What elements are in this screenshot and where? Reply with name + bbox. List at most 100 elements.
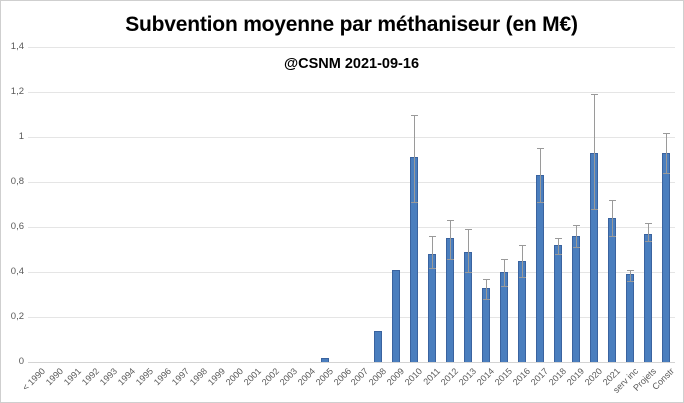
gridline xyxy=(28,47,675,48)
error-bar-cap xyxy=(518,245,526,246)
x-tick-label: 1997 xyxy=(169,366,191,388)
y-tick-label: 1 xyxy=(18,131,24,142)
error-bar-cap xyxy=(626,269,634,271)
error-bar-cap xyxy=(464,272,472,273)
x-tick-label: 2006 xyxy=(331,366,353,388)
x-tick-label: 2008 xyxy=(367,366,389,388)
bar xyxy=(608,218,617,362)
error-bar-cap xyxy=(410,202,418,204)
error-bar xyxy=(539,148,541,203)
gridline xyxy=(28,272,675,273)
error-bar xyxy=(521,245,523,277)
x-tick-label: 1995 xyxy=(133,366,155,388)
chart-title: Subvention moyenne par méthaniseur (en M… xyxy=(125,13,578,36)
x-tick-label: 2013 xyxy=(457,366,479,388)
error-bar-cap xyxy=(446,220,454,222)
error-bar-cap xyxy=(572,224,580,226)
error-bar-cap xyxy=(536,202,544,204)
gridline xyxy=(28,182,675,183)
x-tick-label: 2007 xyxy=(349,366,371,388)
error-bar-cap xyxy=(554,238,562,240)
error-bar xyxy=(503,258,505,286)
bar xyxy=(662,152,670,362)
error-bar-cap xyxy=(590,94,598,96)
y-tick-label: 1,4 xyxy=(10,41,24,52)
x-axis-line xyxy=(28,362,675,363)
error-bar-cap xyxy=(446,258,454,260)
bar xyxy=(320,357,329,362)
error-bar xyxy=(647,222,649,241)
error-bar-cap xyxy=(644,222,652,224)
bar xyxy=(374,330,383,362)
x-tick-label: 2020 xyxy=(582,366,605,388)
error-bar-cap xyxy=(590,209,598,210)
error-bar-cap xyxy=(572,247,580,249)
error-bar xyxy=(611,200,613,236)
y-tick-label: 0 xyxy=(18,356,24,367)
gridline xyxy=(28,317,675,318)
error-bar-cap xyxy=(662,132,670,134)
x-tick-label: 2017 xyxy=(529,366,551,388)
x-tick-label: 1990 xyxy=(43,366,66,388)
error-bar-cap xyxy=(626,281,634,282)
x-tick-label: 2014 xyxy=(475,366,497,388)
x-tick-label: 2018 xyxy=(547,366,569,388)
error-bar-cap xyxy=(500,258,508,260)
x-tick-label: 2005 xyxy=(313,366,335,388)
x-tick-label: 1994 xyxy=(115,366,137,388)
error-bar xyxy=(431,236,433,268)
bar xyxy=(392,269,401,362)
gridline xyxy=(28,137,675,138)
x-tick-label: 2015 xyxy=(493,366,515,388)
error-bar xyxy=(449,220,451,259)
x-tick-label: 1993 xyxy=(97,366,119,388)
x-tick-label: 1991 xyxy=(61,366,83,388)
error-bar-cap xyxy=(608,236,616,237)
error-bar-cap xyxy=(608,200,616,201)
error-bar-cap xyxy=(500,285,508,287)
error-bar xyxy=(629,269,631,281)
error-bar xyxy=(485,278,487,299)
error-bar xyxy=(413,114,415,203)
error-bar-cap xyxy=(536,148,544,150)
error-bar-cap xyxy=(644,240,652,242)
error-bar-cap xyxy=(428,267,436,269)
x-tick-label: 2001 xyxy=(241,366,263,388)
x-tick-label: 1998 xyxy=(187,366,209,388)
x-tick-label: 2004 xyxy=(295,366,317,388)
x-tick-label: 2002 xyxy=(259,366,281,388)
x-tick-label: 2009 xyxy=(385,366,407,388)
gridline xyxy=(28,92,675,93)
x-tick-label: 2016 xyxy=(511,366,533,388)
gridline xyxy=(28,227,675,228)
error-bar xyxy=(665,132,667,173)
error-bar-cap xyxy=(662,173,670,174)
bar xyxy=(644,233,653,362)
x-tick-label: 2003 xyxy=(277,366,299,388)
x-tick-label: 2000 xyxy=(223,366,245,388)
error-bar-cap xyxy=(518,276,526,278)
x-tick-label: 2019 xyxy=(564,366,587,388)
bar xyxy=(536,175,545,362)
x-tick-label: 2012 xyxy=(439,366,461,388)
error-bar xyxy=(575,224,577,248)
chart-subtitle: @CSNM 2021-09-16 xyxy=(283,56,420,72)
error-bar-cap xyxy=(482,278,490,280)
y-tick-label: 0,2 xyxy=(10,311,24,322)
x-tick-label: 2010 xyxy=(403,366,425,388)
error-bar-cap xyxy=(554,254,562,255)
error-bar-cap xyxy=(410,114,418,116)
x-tick-label: 1999 xyxy=(205,366,227,388)
x-tick-label: 1996 xyxy=(151,366,173,388)
bar xyxy=(626,274,635,362)
error-bar xyxy=(593,94,595,209)
y-tick-label: 1,2 xyxy=(10,86,24,97)
error-bar-cap xyxy=(482,299,490,300)
y-tick-label: 0,4 xyxy=(10,266,24,277)
error-bar-cap xyxy=(464,229,472,231)
bar xyxy=(572,236,581,362)
bar xyxy=(428,254,437,362)
x-tick-label: 1992 xyxy=(79,366,101,388)
y-tick-label: 0,6 xyxy=(10,221,24,232)
